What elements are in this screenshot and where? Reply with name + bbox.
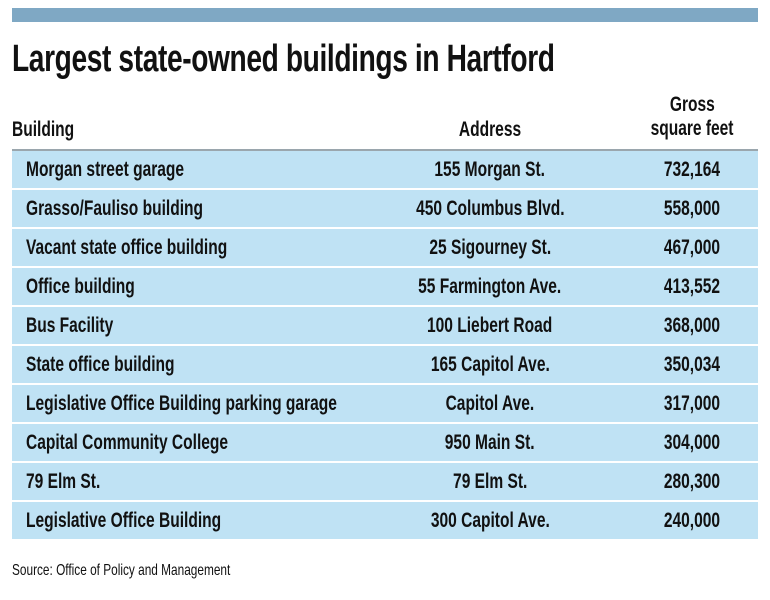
buildings-table: Morgan street garage 155 Morgan St. 732,16… xyxy=(12,151,758,541)
table-row: Legislative Office Building parking gara… xyxy=(12,385,758,422)
table-row: Legislative Office Building 300 Capitol A… xyxy=(12,502,758,539)
building-cell-text: State office building xyxy=(26,353,175,376)
building-cell: Legislative Office Building xyxy=(26,502,290,539)
building-cell: Morgan street garage xyxy=(26,151,240,188)
address-cell-text: 155 Morgan St. xyxy=(434,158,546,181)
building-cell-text: Grasso/Fauliso building xyxy=(26,197,204,220)
building-cell: State office building xyxy=(26,346,227,383)
square-feet-cell: 280,300 xyxy=(612,463,770,500)
address-cell: 155 Morgan St. xyxy=(390,151,590,188)
square-feet-cell-text: 304,000 xyxy=(663,431,721,454)
address-cell-text: 79 Elm St. xyxy=(452,470,528,493)
building-cell-text: Legislative Office Building parking gara… xyxy=(26,392,337,415)
header-text: Building xyxy=(12,118,75,141)
square-feet-cell-text: 350,034 xyxy=(663,353,721,376)
address-cell-text: 25 Sigourney St. xyxy=(429,236,551,259)
table-row: 79 Elm St. 79 Elm St. 280,300 xyxy=(12,463,758,500)
square-feet-cell-text: 317,000 xyxy=(663,392,721,415)
building-cell-text: Capital Community College xyxy=(26,431,229,454)
column-header-square-feet: Gross square feet xyxy=(612,93,770,141)
building-cell: Vacant state office building xyxy=(26,229,298,266)
address-cell: 165 Capitol Ave. xyxy=(390,346,590,383)
square-feet-cell: 350,034 xyxy=(612,346,770,383)
address-cell-text: 300 Capitol Ave. xyxy=(430,509,550,532)
square-feet-cell: 240,000 xyxy=(612,502,770,539)
table-row: Bus Facility 100 Liebert Road 368,000 xyxy=(12,307,758,344)
building-cell-text: Vacant state office building xyxy=(26,236,228,259)
address-cell: 450 Columbus Blvd. xyxy=(390,190,590,227)
square-feet-cell-text: 280,300 xyxy=(663,470,721,493)
header-divider xyxy=(12,149,758,151)
address-cell: 25 Sigourney St. xyxy=(390,229,590,266)
header-text: Gross xyxy=(669,93,715,116)
title-text: Largest state-owned buildings in Hartfor… xyxy=(12,38,555,80)
square-feet-cell: 368,000 xyxy=(612,307,770,344)
building-cell: Office building xyxy=(26,268,173,305)
building-cell: Bus Facility xyxy=(26,307,144,344)
square-feet-cell-text: 240,000 xyxy=(663,509,721,532)
address-cell: Capitol Ave. xyxy=(390,385,590,422)
address-cell: 950 Main St. xyxy=(390,424,590,461)
address-cell-text: Capitol Ave. xyxy=(445,392,535,415)
table-row: State office building 165 Capitol Ave. 350… xyxy=(12,346,758,383)
source-note: Source: Office of Policy and Management xyxy=(12,562,307,580)
source-text: Source: Office of Policy and Management xyxy=(12,562,231,579)
table-row: Vacant state office building 25 Sigourney… xyxy=(12,229,758,266)
square-feet-cell-text: 368,000 xyxy=(663,314,721,337)
address-cell: 300 Capitol Ave. xyxy=(390,502,590,539)
address-cell-text: 55 Farmington Ave. xyxy=(418,275,562,298)
header-text: square feet xyxy=(650,117,734,140)
page-title: Largest state-owned buildings in Hartfor… xyxy=(12,38,745,81)
square-feet-cell: 317,000 xyxy=(612,385,770,422)
address-cell-text: 950 Main St. xyxy=(445,431,535,454)
building-cell-text: 79 Elm St. xyxy=(26,470,101,493)
square-feet-cell: 558,000 xyxy=(612,190,770,227)
square-feet-cell: 467,000 xyxy=(612,229,770,266)
table-row: Morgan street garage 155 Morgan St. 732,16… xyxy=(12,151,758,188)
building-cell-text: Legislative Office Building xyxy=(26,509,222,532)
table-row: Office building 55 Farmington Ave. 413,552 xyxy=(12,268,758,305)
square-feet-cell-text: 558,000 xyxy=(663,197,721,220)
table-row: Capital Community College 950 Main St. 304… xyxy=(12,424,758,461)
address-cell-text: 450 Columbus Blvd. xyxy=(416,197,565,220)
square-feet-cell: 732,164 xyxy=(612,151,770,188)
building-cell: Grasso/Fauliso building xyxy=(26,190,265,227)
address-cell: 55 Farmington Ave. xyxy=(390,268,590,305)
square-feet-cell: 304,000 xyxy=(612,424,770,461)
table-row: Grasso/Fauliso building 450 Columbus Blvd… xyxy=(12,190,758,227)
building-cell: 79 Elm St. xyxy=(26,463,126,500)
square-feet-cell-text: 467,000 xyxy=(663,236,721,259)
address-cell-text: 165 Capitol Ave. xyxy=(430,353,550,376)
building-cell-text: Office building xyxy=(26,275,135,298)
address-cell: 79 Elm St. xyxy=(390,463,590,500)
square-feet-cell-text: 732,164 xyxy=(663,158,721,181)
building-cell-text: Bus Facility xyxy=(26,314,114,337)
column-header-building: Building xyxy=(12,118,96,142)
header-bar xyxy=(12,8,758,22)
header-text: Address xyxy=(458,118,522,141)
square-feet-cell-text: 413,552 xyxy=(663,275,721,298)
column-header-address: Address xyxy=(390,118,590,142)
building-cell-text: Morgan street garage xyxy=(26,158,185,181)
address-cell: 100 Liebert Road xyxy=(390,307,590,344)
address-cell-text: 100 Liebert Road xyxy=(427,314,553,337)
building-cell: Capital Community College xyxy=(26,424,299,461)
building-cell: Legislative Office Building parking gara… xyxy=(26,385,446,422)
square-feet-cell: 413,552 xyxy=(612,268,770,305)
